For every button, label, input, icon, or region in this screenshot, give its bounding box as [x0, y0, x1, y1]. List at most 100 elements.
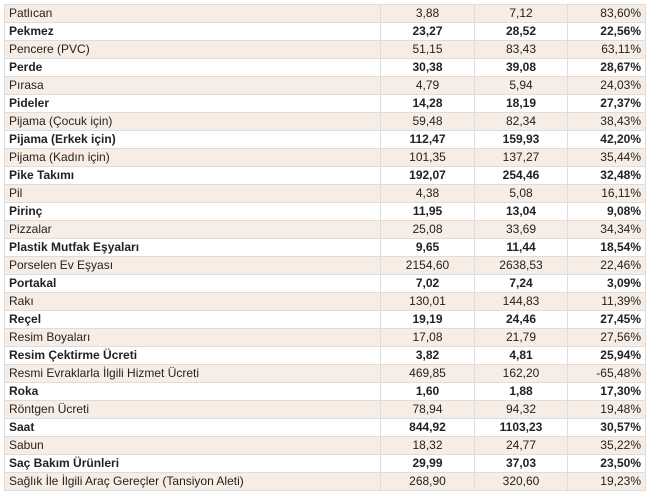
item-name: Sabun — [4, 436, 381, 455]
item-name: Pike Takımı — [4, 166, 381, 185]
new-price: 21,79 — [474, 328, 568, 347]
item-name: Saç Bakım Ürünleri — [4, 454, 381, 473]
change-percent: 22,46% — [567, 256, 646, 275]
price-table-body: Patlıcan 3,88 7,12 83,60% Pekmez 23,27 28,52 22… — [4, 4, 646, 491]
old-price: 51,15 — [380, 40, 475, 59]
change-percent: -65,48% — [567, 364, 646, 383]
item-name: Porselen Ev Eşyası — [4, 256, 381, 275]
old-price: 29,99 — [380, 454, 475, 473]
table-row: Pekmez 23,27 28,52 22,56% — [4, 22, 646, 41]
item-name: Resim Çektirme Ücreti — [4, 346, 381, 365]
old-price: 2154,60 — [380, 256, 475, 275]
new-price: 39,08 — [474, 58, 568, 77]
old-price: 4,38 — [380, 184, 475, 203]
table-row: Saat 844,92 1103,23 30,57% — [4, 418, 646, 437]
item-name: Plastik Mutfak Eşyaları — [4, 238, 381, 257]
new-price: 37,03 — [474, 454, 568, 473]
item-name: Reçel — [4, 310, 381, 329]
old-price: 192,07 — [380, 166, 475, 185]
old-price: 1,60 — [380, 382, 475, 401]
item-name: Pencere (PVC) — [4, 40, 381, 59]
change-percent: 19,48% — [567, 400, 646, 419]
change-percent: 83,60% — [567, 4, 646, 23]
old-price: 101,35 — [380, 148, 475, 167]
old-price: 59,48 — [380, 112, 475, 131]
change-percent: 24,03% — [567, 76, 646, 95]
change-percent: 23,50% — [567, 454, 646, 473]
item-name: Patlıcan — [4, 4, 381, 23]
new-price: 83,43 — [474, 40, 568, 59]
change-percent: 9,08% — [567, 202, 646, 221]
new-price: 24,46 — [474, 310, 568, 329]
item-name: Portakal — [4, 274, 381, 293]
item-name: Pırasa — [4, 76, 381, 95]
table-row: Resim Boyaları 17,08 21,79 27,56% — [4, 328, 646, 347]
old-price: 18,32 — [380, 436, 475, 455]
old-price: 130,01 — [380, 292, 475, 311]
old-price: 3,82 — [380, 346, 475, 365]
new-price: 28,52 — [474, 22, 568, 41]
table-row: Saç Bakım Ürünleri 29,99 37,03 23,50% — [4, 454, 646, 473]
change-percent: 27,37% — [567, 94, 646, 113]
change-percent: 28,67% — [567, 58, 646, 77]
item-name: Resim Boyaları — [4, 328, 381, 347]
table-row: Roka 1,60 1,88 17,30% — [4, 382, 646, 401]
change-percent: 27,56% — [567, 328, 646, 347]
change-percent: 38,43% — [567, 112, 646, 131]
table-row: Resmi Evraklarla İlgili Hizmet Ücreti 469… — [4, 364, 646, 383]
item-name: Pideler — [4, 94, 381, 113]
item-name: Saat — [4, 418, 381, 437]
old-price: 4,79 — [380, 76, 475, 95]
table-row: Pijama (Çocuk için) 59,48 82,34 38,43% — [4, 112, 646, 131]
new-price: 254,46 — [474, 166, 568, 185]
old-price: 19,19 — [380, 310, 475, 329]
old-price: 9,65 — [380, 238, 475, 257]
old-price: 78,94 — [380, 400, 475, 419]
new-price: 144,83 — [474, 292, 568, 311]
new-price: 137,27 — [474, 148, 568, 167]
change-percent: 42,20% — [567, 130, 646, 149]
table-row: Pil 4,38 5,08 16,11% — [4, 184, 646, 203]
change-percent: 27,45% — [567, 310, 646, 329]
table-row: Reçel 19,19 24,46 27,45% — [4, 310, 646, 329]
item-name: Pijama (Kadın için) — [4, 148, 381, 167]
table-row: Pırasa 4,79 5,94 24,03% — [4, 76, 646, 95]
new-price: 24,77 — [474, 436, 568, 455]
item-name: Sağlık İle İlgili Araç Gereçler (Tansiyo… — [4, 472, 381, 491]
table-row: Pizzalar 25,08 33,69 34,34% — [4, 220, 646, 239]
item-name: Rakı — [4, 292, 381, 311]
new-price: 18,19 — [474, 94, 568, 113]
new-price: 320,60 — [474, 472, 568, 491]
item-name: Perde — [4, 58, 381, 77]
item-name: Pekmez — [4, 22, 381, 41]
new-price: 7,24 — [474, 274, 568, 293]
old-price: 25,08 — [380, 220, 475, 239]
change-percent: 35,22% — [567, 436, 646, 455]
change-percent: 30,57% — [567, 418, 646, 437]
table-row: Pike Takımı 192,07 254,46 32,48% — [4, 166, 646, 185]
item-name: Pirinç — [4, 202, 381, 221]
old-price: 11,95 — [380, 202, 475, 221]
item-name: Pizzalar — [4, 220, 381, 239]
table-row: Pideler 14,28 18,19 27,37% — [4, 94, 646, 113]
change-percent: 3,09% — [567, 274, 646, 293]
change-percent: 22,56% — [567, 22, 646, 41]
new-price: 11,44 — [474, 238, 568, 257]
table-row: Röntgen Ücreti 78,94 94,32 19,48% — [4, 400, 646, 419]
item-name: Röntgen Ücreti — [4, 400, 381, 419]
new-price: 2638,53 — [474, 256, 568, 275]
change-percent: 17,30% — [567, 382, 646, 401]
new-price: 94,32 — [474, 400, 568, 419]
old-price: 844,92 — [380, 418, 475, 437]
new-price: 4,81 — [474, 346, 568, 365]
table-row: Portakal 7,02 7,24 3,09% — [4, 274, 646, 293]
item-name: Pijama (Erkek için) — [4, 130, 381, 149]
item-name: Roka — [4, 382, 381, 401]
change-percent: 18,54% — [567, 238, 646, 257]
table-row: Sağlık İle İlgili Araç Gereçler (Tansiyo… — [4, 472, 646, 491]
item-name: Pijama (Çocuk için) — [4, 112, 381, 131]
item-name: Resmi Evraklarla İlgili Hizmet Ücreti — [4, 364, 381, 383]
price-table: Patlıcan 3,88 7,12 83,60% Pekmez 23,27 28,52 22… — [4, 4, 646, 491]
new-price: 13,04 — [474, 202, 568, 221]
change-percent: 25,94% — [567, 346, 646, 365]
